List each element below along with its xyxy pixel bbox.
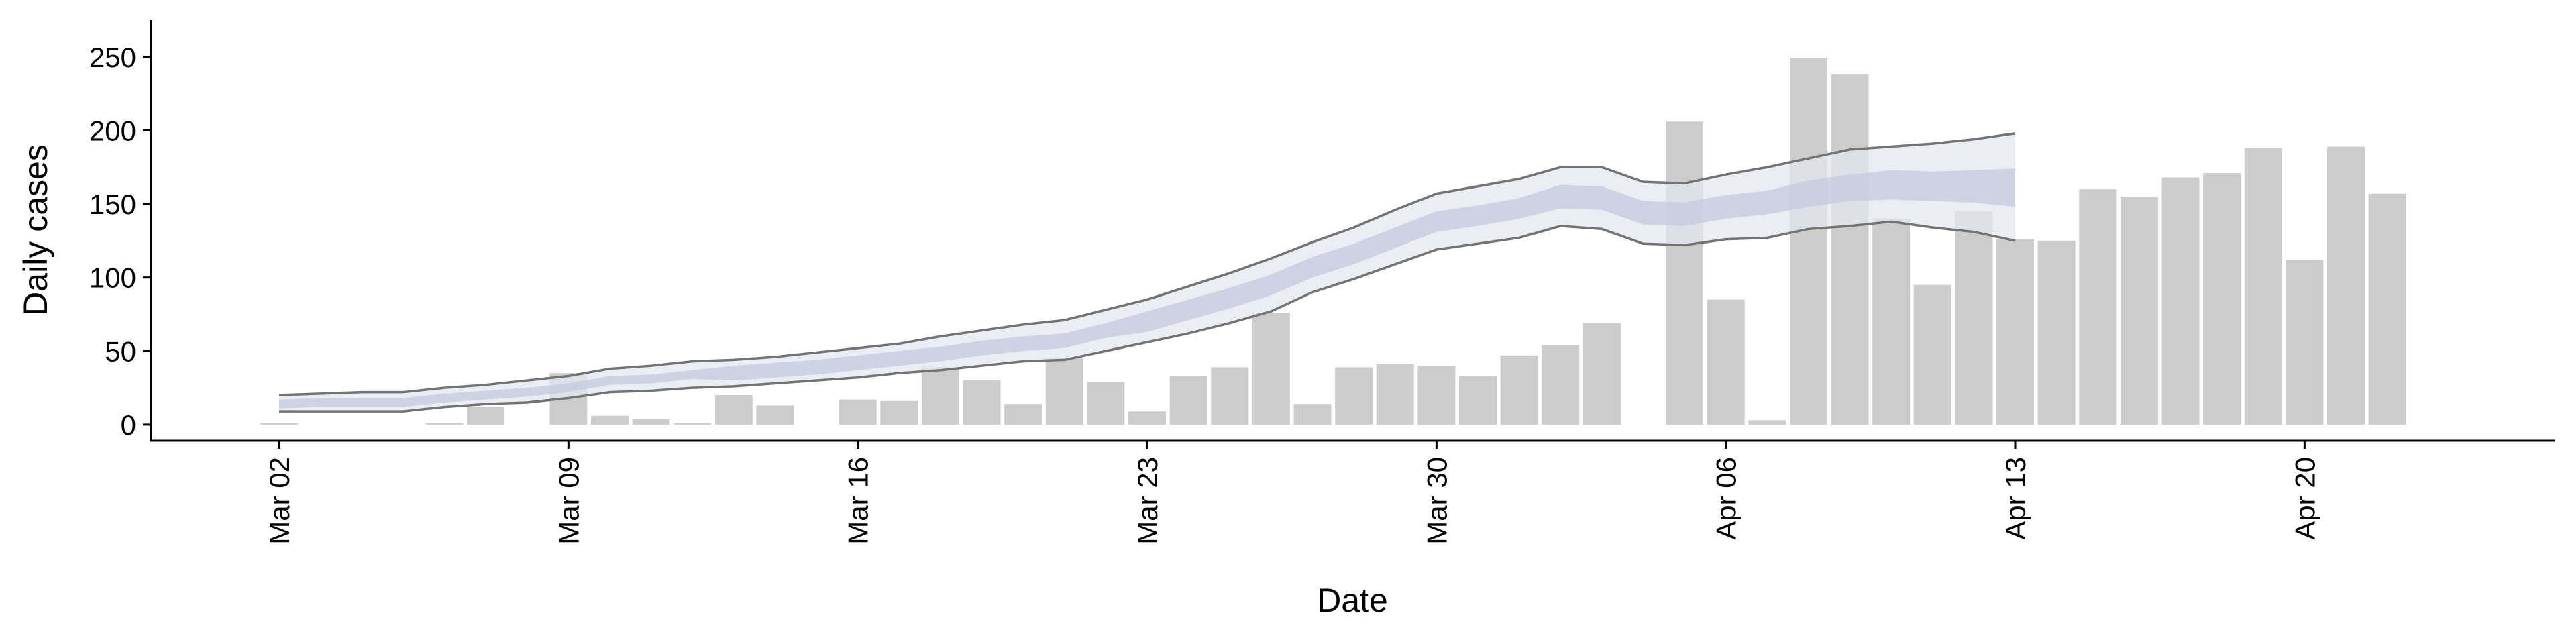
bar [590, 415, 629, 425]
y-tick-label: 150 [89, 189, 136, 220]
bar [1872, 218, 1911, 425]
y-tick-label: 0 [121, 409, 136, 441]
interval-line [279, 220, 2016, 413]
bar [1417, 366, 1456, 425]
y-tick-label: 50 [105, 335, 136, 367]
bar [714, 395, 753, 425]
bar [674, 423, 712, 425]
bar [839, 399, 877, 425]
bar [1707, 299, 1745, 425]
axes [143, 20, 2555, 449]
bar [2244, 148, 2282, 425]
bar [1748, 420, 1786, 425]
x-tick-label: Mar 16 [843, 457, 874, 545]
bar [2037, 240, 2076, 425]
bar [880, 400, 918, 425]
bar [1831, 74, 1869, 425]
interval-band [279, 168, 2016, 409]
bar [1335, 367, 1373, 425]
x-tick-label: Mar 23 [1132, 457, 1163, 545]
bar [1293, 404, 1332, 425]
x-tick-label: Apr 20 [2289, 457, 2320, 540]
x-axis-title: Date [1317, 582, 1388, 619]
bar [1582, 323, 1621, 425]
y-tick-label: 200 [89, 115, 136, 146]
interval-line [278, 132, 2016, 396]
bar [1458, 376, 1497, 425]
interval-band [279, 133, 2016, 412]
x-tick-label: Mar 02 [264, 457, 295, 545]
bar [1913, 284, 1951, 425]
bar [2327, 146, 2365, 425]
bar [921, 367, 959, 425]
bar [1252, 313, 1290, 425]
bar [1211, 367, 1249, 425]
bar [1169, 376, 1208, 425]
bar [1542, 345, 1580, 425]
y-tick-label: 100 [89, 262, 136, 294]
bar [1955, 211, 1993, 425]
interval-lines [278, 132, 2016, 413]
x-tick-label: Mar 09 [553, 457, 584, 545]
bar [467, 407, 505, 425]
bar [425, 423, 464, 425]
x-tick-label: Apr 13 [2000, 457, 2031, 540]
bar [1500, 355, 1538, 425]
bars [260, 58, 2406, 425]
bar [1666, 121, 1704, 425]
bar [756, 405, 794, 425]
y-tick-label: 250 [89, 42, 136, 73]
bar [1087, 382, 1125, 425]
bands [279, 133, 2016, 412]
bar [1128, 411, 1167, 425]
bar [2368, 193, 2406, 425]
bar [1996, 239, 2035, 425]
bar [1045, 358, 1083, 425]
bar [1789, 58, 1827, 425]
bar [2120, 197, 2158, 425]
bar [1004, 404, 1042, 425]
x-tick-label: Apr 06 [1711, 457, 1742, 540]
bar [632, 419, 670, 425]
x-tick-label: Mar 30 [1421, 457, 1452, 545]
bar [260, 423, 298, 425]
bar [2161, 177, 2200, 425]
bar [2203, 173, 2241, 425]
bar [2286, 260, 2324, 425]
y-axis-title: Daily cases [17, 144, 54, 316]
bar [2079, 189, 2117, 425]
bar [1376, 364, 1414, 425]
bar [963, 380, 1001, 425]
